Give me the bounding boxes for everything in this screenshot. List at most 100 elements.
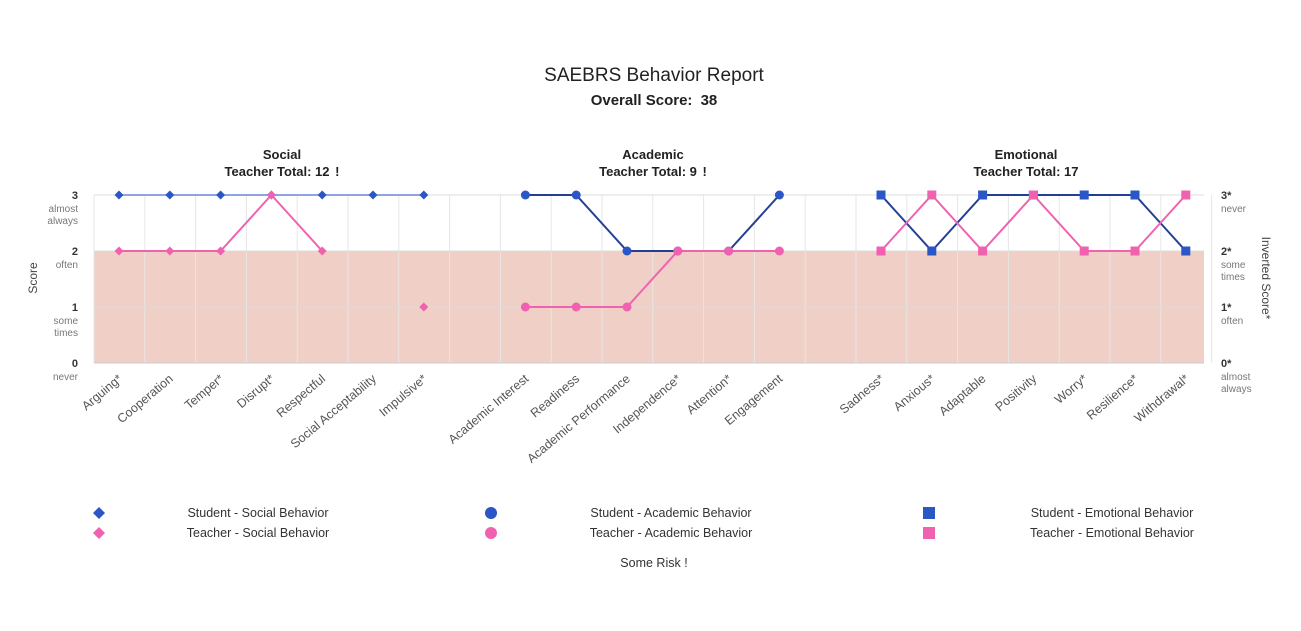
data-point[interactable]: [1130, 190, 1140, 200]
data-point[interactable]: [978, 246, 988, 256]
plot-area: [93, 190, 1213, 364]
group-academic-flag: !: [703, 164, 707, 179]
left-axis-tick-label: 0: [72, 358, 78, 370]
data-point[interactable]: [1130, 246, 1140, 256]
category-label: Social Acceptability: [288, 371, 380, 451]
data-point[interactable]: [1028, 190, 1038, 200]
left-axis-tick-sublabel: some: [54, 316, 79, 327]
data-point[interactable]: [520, 302, 530, 312]
right-axis-tick-sublabel: some: [1221, 260, 1246, 271]
left-axis-tick-sublabel: always: [47, 216, 78, 227]
legend-marker-circle: [485, 527, 497, 539]
category-label: Disrupt*: [234, 371, 277, 410]
chart-title: SAEBRS Behavior Report: [544, 65, 764, 86]
data-point[interactable]: [622, 246, 632, 256]
legend-label: Teacher - Emotional Behavior: [1030, 526, 1194, 540]
group-academic-total-label: Teacher Total: 9: [599, 164, 697, 179]
group-social-name: Social: [263, 147, 301, 162]
legend-marker-circle: [485, 507, 497, 519]
data-point[interactable]: [571, 302, 581, 312]
data-point[interactable]: [927, 190, 937, 200]
right-axis-tick: 1* often: [1221, 302, 1243, 327]
data-point[interactable]: [114, 246, 124, 256]
data-point[interactable]: [1079, 246, 1089, 256]
data-point[interactable]: [1181, 246, 1191, 256]
category-label: Attention*: [684, 371, 735, 417]
data-point[interactable]: [419, 190, 429, 200]
legend-item[interactable]: Student - Social Behavior: [93, 506, 329, 520]
data-point[interactable]: [165, 190, 175, 200]
left-axis-tick-sublabel: never: [53, 372, 79, 383]
category-label: Worry*: [1052, 371, 1090, 406]
grid-lines: [93, 194, 1213, 364]
legend-label: Teacher - Academic Behavior: [590, 526, 753, 540]
legend-marker-diamond: [93, 527, 105, 539]
data-point[interactable]: [317, 190, 327, 200]
right-axis-tick-label: 1*: [1221, 302, 1232, 314]
legend-label: Teacher - Social Behavior: [187, 526, 329, 540]
overall-score-value: 38: [701, 92, 718, 109]
category-labels: Arguing*Cooperation Temper* Disrupt*Respec…: [79, 371, 1192, 466]
left-axis-tick-sublabel: almost: [49, 204, 79, 215]
data-point[interactable]: [978, 190, 988, 200]
legend-item[interactable]: Student - Academic Behavior: [485, 506, 752, 520]
group-social-total: Teacher Total: 12 !: [225, 164, 340, 179]
data-point[interactable]: [876, 246, 886, 256]
right-axis-tick-label: 2*: [1221, 246, 1232, 258]
data-point[interactable]: [774, 246, 784, 256]
left-axis-tick: 0 never: [53, 358, 79, 383]
left-axis-tick-label: 2: [72, 246, 78, 258]
data-point[interactable]: [927, 246, 937, 256]
group-emotional-total: Teacher Total: 17: [974, 164, 1079, 179]
category-label: Cooperation: [115, 372, 176, 427]
group-academic-total: Teacher Total: 9 !: [599, 164, 707, 179]
data-point[interactable]: [317, 246, 327, 256]
right-axis-tick-sublabel: always: [1221, 384, 1252, 395]
data-point[interactable]: [114, 190, 124, 200]
legend-item[interactable]: Teacher - Emotional Behavior: [923, 526, 1194, 540]
left-axis-tick-label: 1: [72, 302, 78, 314]
group-social-total-label: Teacher Total: 12: [225, 164, 330, 179]
data-point[interactable]: [622, 302, 632, 312]
data-point[interactable]: [774, 190, 784, 200]
right-axis-tick-label: 3*: [1221, 190, 1232, 202]
data-point[interactable]: [876, 190, 886, 200]
series-line: [880, 193, 1187, 253]
category-label: Withdrawal*: [1132, 371, 1192, 425]
data-point[interactable]: [216, 190, 226, 200]
legend-label: Student - Social Behavior: [187, 506, 328, 520]
right-axis-tick-sublabel: often: [1221, 316, 1243, 327]
series-line: [119, 193, 323, 252]
data-point[interactable]: [1181, 190, 1191, 200]
data-point[interactable]: [216, 246, 226, 256]
data-point[interactable]: [419, 302, 429, 312]
category-label: Academic Performance: [524, 372, 633, 466]
group-social-flag: !: [335, 164, 339, 179]
left-axis-tick-sublabel: times: [54, 328, 78, 339]
data-point[interactable]: [165, 246, 175, 256]
legend-item[interactable]: Student - Emotional Behavior: [923, 506, 1193, 520]
legend-item[interactable]: Teacher - Social Behavior: [93, 526, 329, 540]
legend-item[interactable]: Teacher - Academic Behavior: [485, 526, 752, 540]
data-point[interactable]: [724, 246, 734, 256]
data-point[interactable]: [368, 190, 378, 200]
legend-label: Student - Emotional Behavior: [1031, 506, 1194, 520]
data-point[interactable]: [571, 190, 581, 200]
legend-marker-diamond: [93, 507, 105, 519]
data-point[interactable]: [673, 246, 683, 256]
left-axis-tick-label: 3: [72, 190, 78, 202]
category-label: Impulsive*: [377, 371, 430, 419]
data-point[interactable]: [520, 190, 530, 200]
series-markers: [114, 190, 1191, 312]
data-point[interactable]: [266, 190, 276, 200]
data-point[interactable]: [1079, 190, 1089, 200]
right-axis-tick-sublabel: times: [1221, 272, 1245, 283]
right-axis-title: Inverted Score*: [1259, 237, 1273, 320]
